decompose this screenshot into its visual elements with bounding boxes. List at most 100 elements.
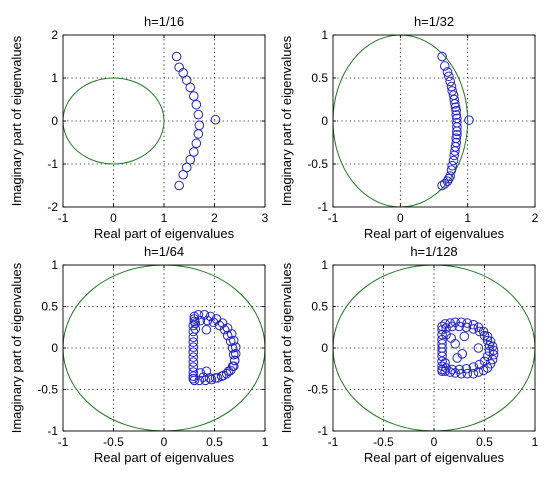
eigenvalue-marker — [193, 129, 204, 139]
eigenvalue-marker — [452, 129, 462, 140]
x-axis-label: Real part of eigenvalues — [94, 226, 235, 241]
x-tick-label: -0.5 — [373, 435, 394, 449]
eigenvalue-marker — [484, 346, 495, 357]
eigenvalue-marker — [444, 71, 454, 82]
eigenvalue-marker — [441, 363, 451, 373]
x-tick-label: 1 — [464, 211, 471, 225]
eigenvalue-marker — [448, 155, 459, 166]
eigenvalue-marker — [442, 176, 453, 186]
y-axis-label: Imaginary part of eigenvalues — [279, 262, 294, 433]
eigenvalue-marker — [445, 76, 455, 87]
eigenvalue-marker — [188, 91, 199, 101]
x-axis-label: Real part of eigenvalues — [94, 450, 235, 465]
eigenvalue-marker — [468, 368, 479, 379]
eigenvalue-marker — [190, 318, 201, 328]
y-tick-label: -1 — [47, 157, 58, 171]
subplot-title: h=1/64 — [144, 244, 184, 259]
eigenvalue-series — [188, 310, 241, 386]
x-tick-label: 0 — [431, 435, 438, 449]
subplot-title: h=1/16 — [144, 14, 184, 29]
y-tick-label: -0.5 — [37, 383, 58, 397]
x-tick-label: -1 — [328, 211, 339, 225]
subplot-title: h=1/32 — [414, 14, 454, 29]
x-tick-label: -1 — [58, 211, 69, 225]
eigenvalue-series — [437, 317, 499, 379]
eigenvalue-marker — [450, 99, 460, 109]
eigenvalue-marker — [452, 353, 463, 363]
eigenvalue-marker — [468, 319, 479, 330]
eigenvalue-marker — [188, 352, 199, 362]
eigenvalue-marker — [450, 146, 460, 156]
y-tick-label: -1 — [317, 200, 328, 214]
x-axis-label: Real part of eigenvalues — [364, 226, 505, 241]
eigenvalue-marker — [449, 150, 460, 161]
eigenvalue-marker — [462, 318, 473, 328]
eigenvalue-marker — [439, 61, 450, 71]
eigenvalue-marker — [188, 362, 199, 372]
eigenvalue-marker — [459, 331, 470, 342]
eigenvalue-marker — [189, 375, 200, 386]
x-tick-label: 3 — [262, 211, 269, 225]
eigenvalue-marker — [228, 349, 239, 360]
eigenvalue-marker — [188, 342, 199, 352]
eigenvalue-marker — [461, 322, 472, 333]
unit-circle — [333, 35, 469, 207]
eigenvalue-series — [171, 51, 221, 191]
eigenvalue-marker — [188, 373, 199, 384]
eigenvalue-marker — [201, 366, 212, 377]
eigenvalue-marker — [454, 364, 465, 375]
y-axis-label: Imaginary part of eigenvalues — [279, 35, 294, 206]
y-axis-label: Imaginary part of eigenvalues — [9, 262, 24, 433]
x-axis-label: Real part of eigenvalues — [364, 450, 505, 465]
x-tick-label: 0 — [397, 211, 404, 225]
eigenvalue-marker — [474, 359, 485, 370]
eigenvalue-marker — [464, 115, 474, 125]
eigenvalue-marker — [437, 361, 447, 372]
eigenvalue-series — [437, 51, 474, 191]
eigenvalue-marker — [437, 351, 447, 362]
x-tick-label: 0 — [161, 435, 168, 449]
eigenvalue-marker — [437, 51, 447, 62]
y-tick-label: 1 — [51, 258, 58, 272]
eigenvalue-marker — [447, 321, 457, 332]
y-tick-label: 0.5 — [311, 71, 328, 85]
eigenvalue-marker — [227, 343, 238, 353]
eigenvalue-marker — [188, 147, 199, 157]
eigenvalue-marker — [441, 323, 451, 333]
eigenvalue-marker — [204, 373, 215, 383]
x-tick-label: 0.5 — [206, 435, 223, 449]
eigenvalue-marker — [450, 339, 461, 349]
eigenvalue-marker — [479, 356, 490, 367]
subplot-2: -1 0 1 2 -1 -0.5 0 0.5 1 h=1/32 Real part of eigen… — [279, 14, 539, 241]
y-tick-label: 1 — [321, 258, 328, 272]
eigenvalue-marker — [191, 138, 202, 149]
x-tick-label: 2 — [532, 211, 539, 225]
eigenvalue-marker — [185, 154, 196, 165]
eigenvalue-marker — [451, 110, 462, 120]
y-tick-label: -1 — [47, 424, 58, 438]
eigenvalue-marker — [484, 340, 495, 351]
eigenvalue-marker — [188, 337, 199, 347]
y-tick-label: -2 — [47, 200, 58, 214]
eigenvalue-marker — [190, 324, 201, 334]
y-tick-label: -0.5 — [307, 157, 328, 171]
eigenvalue-marker — [468, 362, 479, 372]
eigenvalue-marker — [461, 363, 472, 374]
y-axis-label: Imaginary part of eigenvalues — [9, 35, 24, 206]
eigenvalue-marker — [451, 105, 462, 116]
x-tick-label: 0.5 — [476, 435, 493, 449]
y-tick-label: 0 — [321, 341, 328, 355]
eigenvalue-marker — [191, 99, 202, 110]
eigenvalue-marker — [201, 324, 212, 335]
x-tick-label: -1 — [328, 435, 339, 449]
eigenvalue-marker — [188, 332, 199, 343]
eigenvalue-marker — [195, 315, 206, 326]
eigenvalue-marker — [441, 329, 451, 340]
eigenvalue-marker — [445, 171, 455, 181]
eigenvalue-marker — [188, 347, 199, 357]
eigenvalue-marker — [440, 319, 450, 329]
y-tick-label: 0 — [321, 114, 328, 128]
x-tick-label: 1 — [262, 435, 269, 449]
y-tick-label: 2 — [51, 28, 58, 42]
